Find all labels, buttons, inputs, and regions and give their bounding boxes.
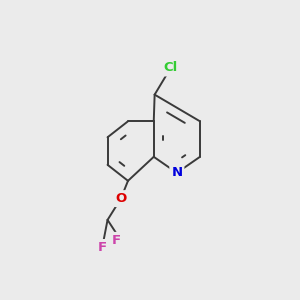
Text: Cl: Cl [164,61,178,74]
Text: F: F [98,241,107,254]
Text: F: F [112,234,121,247]
Text: N: N [171,166,182,179]
Text: O: O [115,192,127,205]
